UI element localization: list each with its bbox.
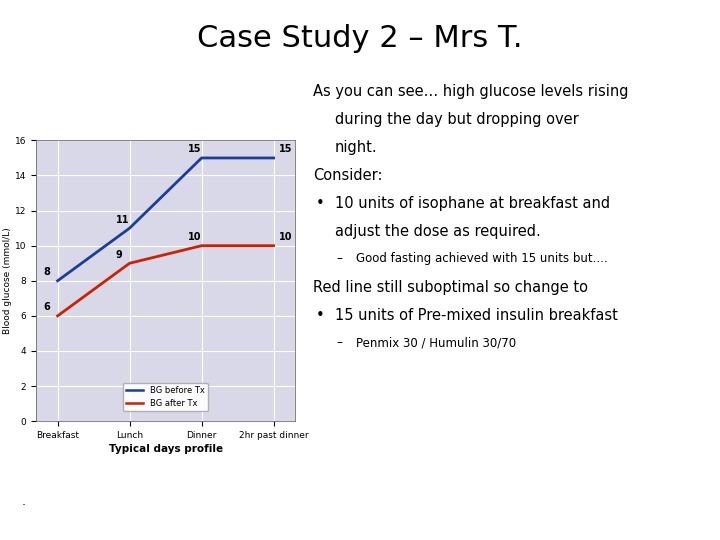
Text: 15: 15 bbox=[188, 144, 201, 154]
Text: •: • bbox=[316, 196, 325, 211]
Text: 10: 10 bbox=[188, 232, 201, 242]
Text: 15: 15 bbox=[279, 144, 292, 154]
Text: Consider:: Consider: bbox=[313, 168, 383, 183]
Text: –: – bbox=[336, 336, 342, 349]
Text: As you can see… high glucose levels rising: As you can see… high glucose levels risi… bbox=[313, 84, 629, 99]
Text: 10: 10 bbox=[279, 232, 292, 242]
Text: Case Study 2 – Mrs T.: Case Study 2 – Mrs T. bbox=[197, 24, 523, 53]
Y-axis label: Blood glucose (mmol/L): Blood glucose (mmol/L) bbox=[3, 227, 12, 334]
Text: •: • bbox=[316, 308, 325, 323]
Text: Red line still suboptimal so change to: Red line still suboptimal so change to bbox=[313, 280, 588, 295]
Text: 9: 9 bbox=[116, 249, 122, 260]
Text: 6: 6 bbox=[44, 302, 50, 312]
Text: Penmix 30 / Humulin 30/70: Penmix 30 / Humulin 30/70 bbox=[356, 336, 516, 349]
X-axis label: Typical days profile: Typical days profile bbox=[109, 444, 222, 454]
Text: –: – bbox=[336, 252, 342, 265]
Legend: BG before Tx, BG after Tx: BG before Tx, BG after Tx bbox=[123, 382, 208, 411]
Text: Good fasting achieved with 15 units but....: Good fasting achieved with 15 units but.… bbox=[356, 252, 608, 265]
Text: 15 units of Pre-mixed insulin breakfast: 15 units of Pre-mixed insulin breakfast bbox=[335, 308, 618, 323]
Text: 10 units of isophane at breakfast and: 10 units of isophane at breakfast and bbox=[335, 196, 610, 211]
Text: .: . bbox=[22, 495, 26, 508]
Text: night.: night. bbox=[335, 140, 377, 155]
Text: during the day but dropping over: during the day but dropping over bbox=[335, 112, 579, 127]
Text: adjust the dose as required.: adjust the dose as required. bbox=[335, 224, 541, 239]
Text: 11: 11 bbox=[116, 214, 129, 225]
Text: 8: 8 bbox=[44, 267, 50, 277]
